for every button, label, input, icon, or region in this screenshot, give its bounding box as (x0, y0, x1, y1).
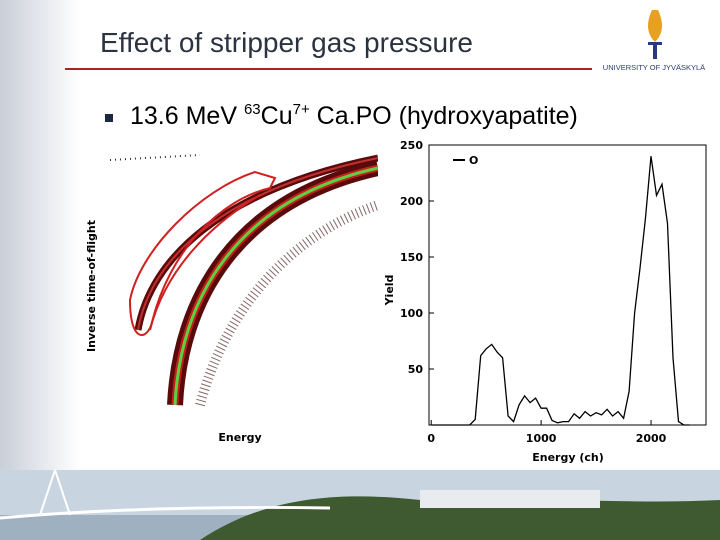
bullet-text: 13.6 MeV 63Cu7+ Ca.PO (hydroxyapatite) (130, 101, 578, 130)
y-tick-label: 50 (408, 363, 424, 376)
logo-text: UNIVERSITY OF JYVÄSKYLÄ (603, 63, 705, 72)
y-axis-label: Yield (383, 275, 396, 307)
bullet-rest: Ca.PO (hydroxyapatite) (310, 102, 578, 130)
x-tick-label: 1000 (526, 432, 557, 445)
bullet-lead: 13.6 MeV (130, 102, 244, 130)
campus-photo (0, 469, 720, 540)
x-tick-label: 2000 (636, 432, 667, 445)
plot-frame (428, 144, 707, 426)
data-line (431, 156, 690, 426)
slide-title: Effect of stripper gas pressure (100, 27, 473, 58)
bullet-element: Cu (261, 102, 293, 130)
logo (648, 10, 662, 59)
bullet-charge: 7+ (293, 101, 310, 118)
y-tick-label: 150 (400, 251, 423, 264)
legend-label: O (469, 154, 478, 167)
y-tick-label: 200 (400, 195, 423, 208)
y-tick-label: 250 (400, 139, 423, 152)
tof-plot (100, 145, 380, 428)
x-tick-label: 0 (427, 432, 435, 445)
x-axis-label: Energy (ch) (532, 451, 604, 464)
chart-panel (378, 140, 710, 468)
left-y-label: Inverse time-of-flight (85, 220, 98, 352)
side-strip (0, 0, 80, 540)
bullet-marker (105, 114, 113, 122)
left-x-label: Energy (218, 431, 261, 444)
y-tick-label: 100 (400, 307, 423, 320)
bullet-mass: 63 (244, 101, 261, 118)
